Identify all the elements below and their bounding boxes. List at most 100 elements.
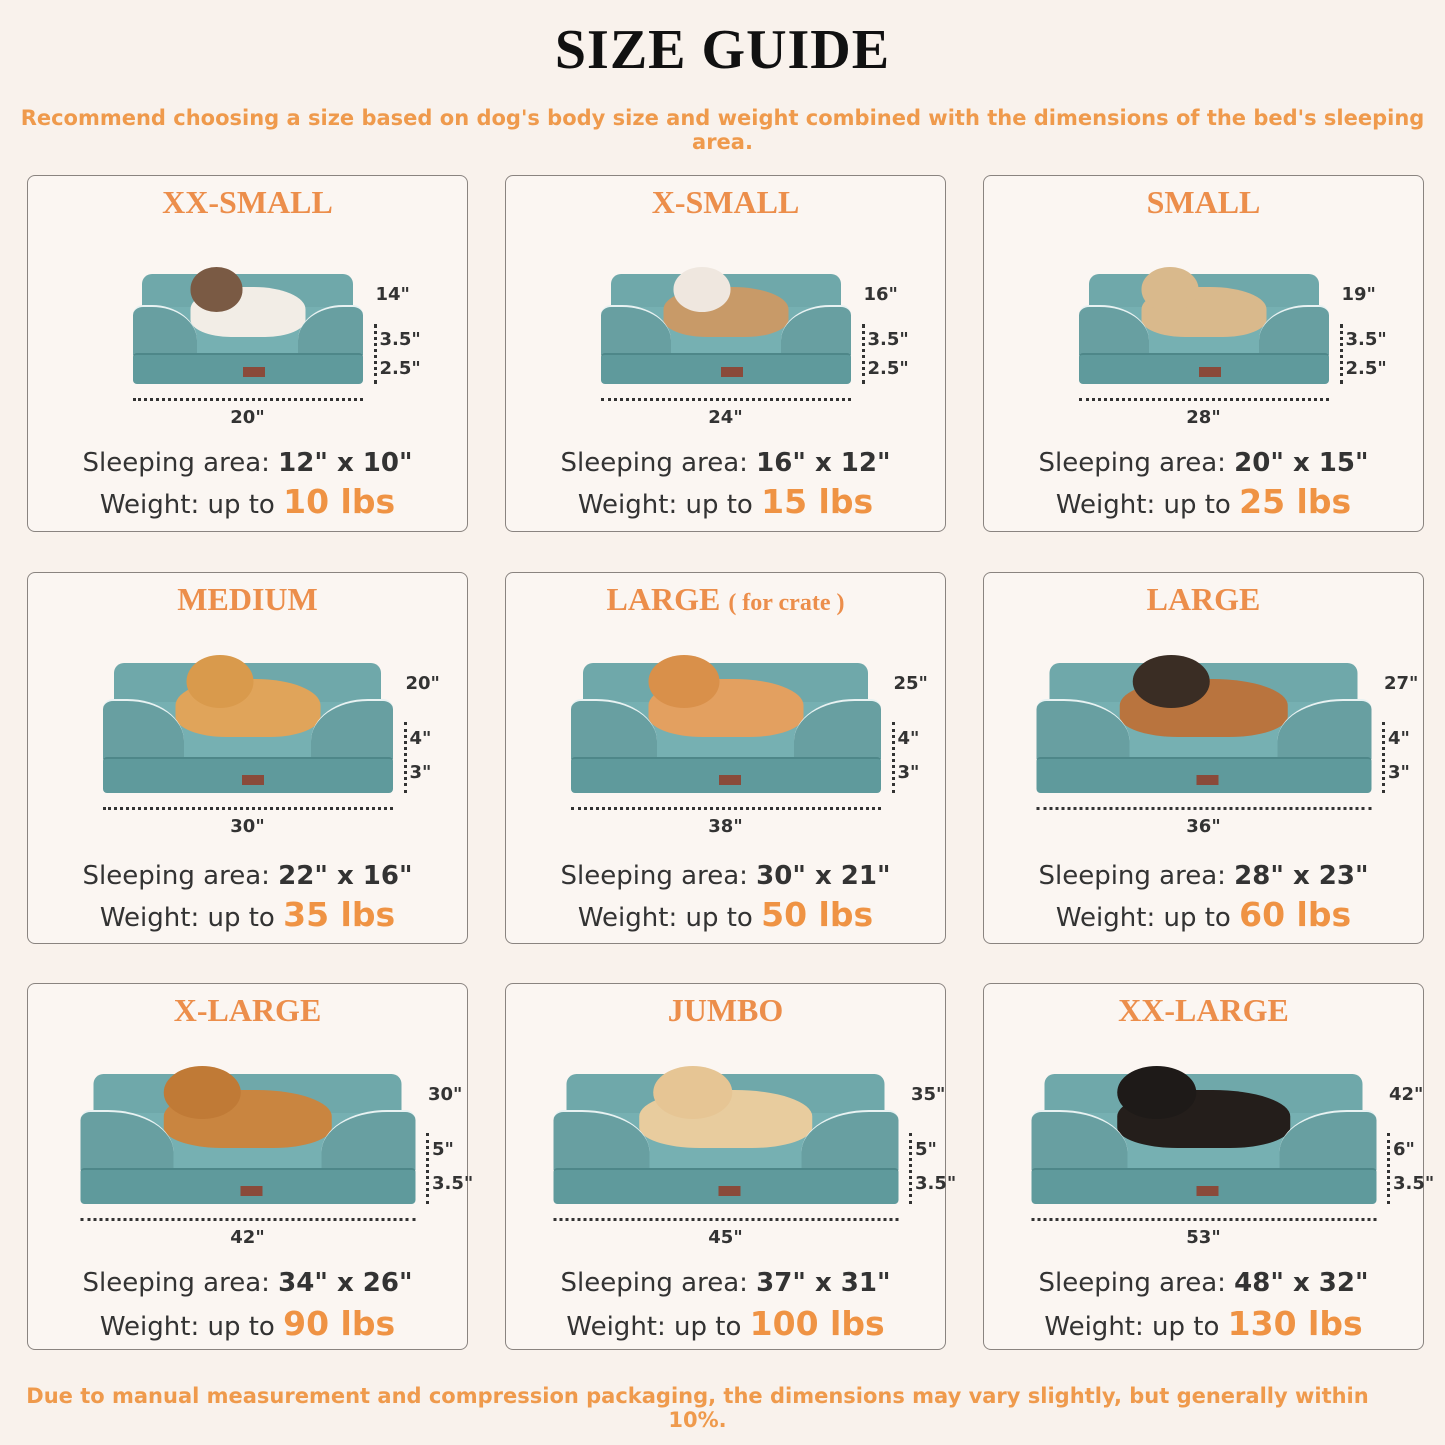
size-title: JUMBO <box>506 992 945 1029</box>
size-name: XX-LARGE <box>1118 992 1289 1028</box>
length-dimension: 28" <box>1078 398 1329 428</box>
weight-value: 35 lbs <box>283 895 396 934</box>
base-height-label: 3.5" <box>915 1172 957 1194</box>
bed-figure: 38" 25" 4" 3" <box>506 635 945 845</box>
page-subtitle: Recommend choosing a size based on dog's… <box>20 106 1425 154</box>
pet-image <box>1141 267 1266 337</box>
base-height-label: 2.5" <box>379 357 421 379</box>
weight-label: Weight: up to <box>1055 903 1231 933</box>
bolster-height-label: 5" <box>915 1139 937 1160</box>
brand-tag <box>242 367 265 378</box>
weight-label: Weight: up to <box>577 903 753 933</box>
size-card: X-SMALL 24" 16" 3.5" 2.5" Sleeping area:… <box>505 175 946 532</box>
sleeping-area-label: Sleeping area: <box>82 1268 270 1298</box>
weight-value: 15 lbs <box>761 482 874 521</box>
size-card: MEDIUM 30" 20" 4" 3" Sleeping area: 22" … <box>27 572 468 944</box>
weight-limit: Weight: up to 35 lbs <box>28 895 467 934</box>
length-label: 36" <box>1186 816 1221 837</box>
brand-tag <box>719 775 742 786</box>
length-label: 42" <box>230 1227 265 1248</box>
size-name: XX-SMALL <box>162 184 333 220</box>
size-card: X-LARGE 42" 30" 5" 3.5" Sleeping area: 3… <box>27 983 473 1350</box>
weight-label: Weight: up to <box>1055 490 1231 520</box>
sleeping-area: Sleeping area: 37" x 31" <box>506 1268 945 1298</box>
length-dimension: 24" <box>600 398 851 428</box>
pet-image <box>648 655 803 738</box>
base-height-label: 3" <box>409 761 432 783</box>
bolster-height-label: 5" <box>432 1139 454 1160</box>
size-name: X-LARGE <box>173 992 322 1028</box>
weight-limit: Weight: up to 10 lbs <box>28 482 467 521</box>
weight-value: 60 lbs <box>1239 895 1352 934</box>
length-label: 45" <box>708 1227 743 1248</box>
sleeping-area-value: 20" x 15" <box>1234 448 1369 478</box>
sleeping-area-label: Sleeping area: <box>1038 1268 1226 1298</box>
height-dimension <box>1382 721 1385 793</box>
sleeping-area-label: Sleeping area: <box>560 861 748 891</box>
length-label: 30" <box>230 816 265 837</box>
pet-image <box>190 267 305 337</box>
sleeping-area-value: 48" x 32" <box>1234 1268 1369 1298</box>
height-dimension <box>891 721 895 793</box>
sleeping-area: Sleeping area: 20" x 15" <box>984 448 1423 478</box>
size-card: LARGE 36" 27" 4" 3" Sleeping area: 28" x… <box>983 572 1424 944</box>
sleeping-area-label: Sleeping area: <box>82 861 270 891</box>
footer-note: Due to manual measurement and compressio… <box>26 1384 1369 1432</box>
bed-figure: 53" 42" 6" 3.5" <box>984 1046 1434 1256</box>
bed-image <box>102 655 393 793</box>
size-title: XX-SMALL <box>28 184 467 221</box>
length-label: 53" <box>1186 1227 1221 1248</box>
weight-limit: Weight: up to 25 lbs <box>984 482 1423 521</box>
weight-limit: Weight: up to 90 lbs <box>28 1304 467 1343</box>
width-label: 19" <box>1341 284 1376 305</box>
bed-figure: 36" 27" 4" 3" <box>984 635 1423 845</box>
length-label: 24" <box>708 407 743 428</box>
size-card: XX-LARGE 53" 42" 6" 3.5" Sleeping area: … <box>983 983 1434 1350</box>
brand-tag <box>1198 367 1221 378</box>
size-name: JUMBO <box>667 992 784 1028</box>
bed-image <box>1036 655 1371 793</box>
weight-value: 50 lbs <box>761 895 874 934</box>
pet-image <box>1117 1066 1290 1149</box>
length-dimension: 38" <box>570 807 881 837</box>
width-label: 14" <box>375 284 410 305</box>
length-label: 38" <box>708 816 743 837</box>
bolster-height-label: 6" <box>1393 1139 1415 1160</box>
bed-image <box>1078 267 1329 384</box>
bolster-height-label: 3.5" <box>379 329 421 350</box>
size-title: XX-LARGE <box>984 992 1423 1029</box>
size-card: XX-SMALL 20" 14" 3.5" 2.5" Sleeping area… <box>27 175 468 532</box>
weight-value: 90 lbs <box>283 1304 396 1343</box>
bed-figure: 45" 35" 5" 3.5" <box>506 1046 956 1256</box>
height-dimension <box>426 1132 429 1204</box>
weight-value: 100 lbs <box>749 1304 885 1343</box>
size-name: MEDIUM <box>177 581 318 617</box>
weight-label: Weight: up to <box>99 490 275 520</box>
bed-figure: 20" 14" 3.5" 2.5" <box>28 236 467 436</box>
weight-label: Weight: up to <box>577 490 753 520</box>
size-name: LARGE <box>606 581 721 617</box>
weight-limit: Weight: up to 50 lbs <box>506 895 945 934</box>
bed-image <box>600 267 851 384</box>
brand-tag <box>1196 775 1219 786</box>
bolster-height-label: 3.5" <box>1345 329 1387 350</box>
weight-limit: Weight: up to 15 lbs <box>506 482 945 521</box>
pet-image <box>163 1066 332 1149</box>
sleeping-area: Sleeping area: 28" x 23" <box>984 861 1423 891</box>
sleeping-area-label: Sleeping area: <box>1038 448 1226 478</box>
width-label: 20" <box>405 673 440 694</box>
length-label: 28" <box>1186 407 1221 428</box>
weight-value: 10 lbs <box>283 482 396 521</box>
length-dimension: 45" <box>553 1218 898 1248</box>
sleeping-area-label: Sleeping area: <box>560 448 748 478</box>
weight-label: Weight: up to <box>1044 1312 1220 1342</box>
weight-label: Weight: up to <box>99 903 275 933</box>
pet-image <box>175 655 320 738</box>
bolster-height-label: 4" <box>409 728 432 749</box>
sleeping-area-value: 34" x 26" <box>278 1268 413 1298</box>
bolster-height-label: 4" <box>1388 728 1410 749</box>
sleeping-area-value: 12" x 10" <box>278 448 413 478</box>
bed-image <box>80 1066 415 1204</box>
brand-tag <box>1196 1186 1219 1197</box>
length-dimension: 30" <box>102 807 393 837</box>
